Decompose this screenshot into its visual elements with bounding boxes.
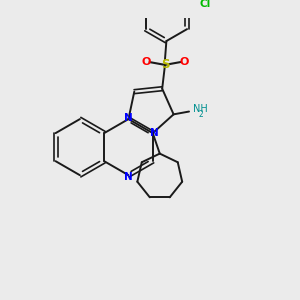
Text: O: O [179,57,188,67]
Text: S: S [161,58,169,71]
Text: N: N [150,128,158,138]
Text: O: O [142,57,151,67]
Text: NH: NH [193,104,208,114]
Text: N: N [124,113,133,123]
Text: 2: 2 [198,110,203,119]
Text: Cl: Cl [199,0,210,9]
Text: N: N [124,172,133,182]
